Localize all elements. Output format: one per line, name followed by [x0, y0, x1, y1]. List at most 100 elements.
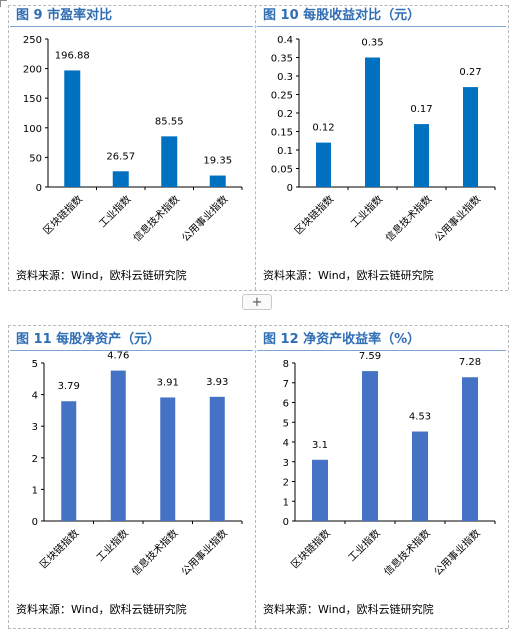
y-tick-label: 0.25: [271, 91, 293, 102]
x-tick-label: 公用事业指数: [432, 192, 484, 244]
x-tick-label: 工业指数: [96, 192, 133, 229]
bar: [412, 431, 428, 521]
table-border-middle: [8, 290, 508, 291]
bar: [414, 124, 429, 187]
y-tick-label: 0: [32, 517, 38, 528]
bar: [209, 175, 226, 187]
y-tick-label: 7: [283, 379, 289, 390]
x-tick-label: 工业指数: [348, 192, 385, 229]
chart-source: 资料来源：Wind，欧科云链研究院: [16, 603, 187, 616]
bar: [64, 70, 81, 187]
x-tick-label: 信息技术指数: [130, 192, 182, 244]
table-border-top: [8, 5, 508, 6]
pe-bar-chart: 0 50 100 150 200 250 196.88 区块链指数 26.57 工业指数 85.55…: [23, 35, 243, 244]
y-tick-label: 0.4: [277, 35, 293, 46]
y-tick-label: 5: [283, 418, 289, 429]
y-tick-label: 0.2: [277, 109, 293, 120]
bar: [161, 136, 178, 187]
y-tick-label: 0: [283, 517, 289, 528]
y-tick-label: 150: [23, 94, 42, 105]
x-tick-label: 工业指数: [93, 526, 130, 563]
y-tick-label: 2: [32, 454, 38, 465]
chart-panel-pe: 图 9 市盈率对比 0 50 100 150 200 250 196.88 区块链指数 26.5…: [10, 5, 253, 290]
y-tick-label: 0: [36, 183, 42, 194]
y-tick-label: 4: [32, 391, 38, 402]
bar: [312, 459, 328, 521]
data-label: 7.59: [359, 351, 381, 362]
table-border-right2: [508, 325, 509, 628]
x-tick-label: 信息技术指数: [129, 526, 181, 578]
chart-title: 图 11 每股净资产（元）: [10, 329, 253, 351]
y-tick-label: 0.05: [271, 165, 293, 176]
table-border-center: [255, 5, 256, 290]
y-tick-label: 3: [32, 422, 38, 433]
table-border-left: [8, 5, 9, 290]
data-label: 3.91: [157, 377, 179, 388]
bvps-bar-chart: 0 1 2 3 4 5 3.79 区块链指数 4.76 工业指数 3.91 信息技术指数 3.93 公用事…: [32, 351, 243, 578]
data-label: 3.79: [58, 381, 80, 392]
y-tick-label: 1: [32, 485, 38, 496]
y-tick-label: 0.3: [277, 72, 293, 83]
x-tick-label: 区块链指数: [292, 192, 337, 237]
y-tick-label: 4: [283, 438, 289, 449]
table-border-middle2: [8, 325, 508, 326]
y-tick-label: 2: [283, 478, 289, 489]
x-tick-label: 信息技术指数: [383, 192, 435, 244]
bar: [362, 371, 378, 521]
data-label: 0.12: [312, 123, 334, 134]
y-tick-label: 0.35: [271, 54, 293, 65]
x-tick-label: 区块链指数: [40, 192, 85, 237]
y-tick-label: 0.1: [277, 146, 293, 157]
bar: [110, 370, 126, 521]
x-tick-label: 区块链指数: [37, 526, 82, 571]
y-tick-label: 200: [23, 65, 42, 76]
add-row-button[interactable]: +: [242, 294, 272, 310]
y-tick-label: 8: [283, 359, 289, 370]
data-label: 0.17: [410, 104, 432, 115]
bar: [316, 142, 331, 187]
y-tick-label: 5: [32, 359, 38, 370]
y-tick-label: 100: [23, 124, 42, 135]
table-border-center2: [255, 325, 256, 628]
eps-bar-chart: 0 0.05 0.1 0.15 0.2 0.25 0.3 0.35 0.4 0.12 区块链指数 0.…: [271, 35, 496, 244]
chart-source: 资料来源：Wind，欧科云链研究院: [263, 269, 434, 282]
x-tick-label: 公用事业指数: [431, 526, 483, 578]
data-label: 4.53: [409, 412, 431, 423]
y-tick-label: 0.15: [271, 128, 293, 139]
x-tick-label: 信息技术指数: [381, 526, 433, 578]
table-border-bottom: [8, 628, 508, 629]
data-label: 7.28: [459, 357, 481, 368]
data-label: 196.88: [55, 50, 90, 61]
x-tick-label: 公用事业指数: [179, 192, 231, 244]
chart-source: 资料来源：Wind，欧科云链研究院: [263, 603, 434, 616]
bar: [160, 397, 176, 521]
table-border-right: [508, 5, 509, 290]
x-tick-label: 工业指数: [345, 526, 382, 563]
data-label: 85.55: [155, 116, 184, 127]
roe-bar-chart: 0 1 2 3 4 5 6 7 8 3.1 区块链指数 7.59 工业指数 4.53 信息技术指数 7.28 公…: [283, 351, 496, 578]
y-tick-label: 3: [283, 458, 289, 469]
y-tick-label: 50: [29, 153, 42, 164]
chart-title: 图 10 每股收益对比（元）: [257, 5, 506, 27]
data-label: 26.57: [106, 151, 135, 162]
bar: [61, 401, 77, 521]
chart-panel-bvps: 图 11 每股净资产（元） 0 1 2 3 4 5 3.79 区块链指数 4.76 工业指数 3.9…: [10, 329, 253, 627]
chart-panel-eps: 图 10 每股收益对比（元） 0 0.05 0.1 0.15 0.2 0.25 0.3 0.3…: [257, 5, 506, 290]
data-label: 0.35: [361, 38, 383, 49]
bar: [463, 87, 478, 187]
y-tick-label: 6: [283, 399, 289, 410]
x-tick-label: 公用事业指数: [178, 526, 230, 578]
bar: [209, 396, 225, 521]
data-label: 3.1: [312, 440, 328, 451]
y-tick-label: 1: [283, 497, 289, 508]
data-label: 3.93: [206, 377, 228, 388]
y-tick-label: 0: [287, 183, 293, 194]
chart-panel-roe: 图 12 净资产收益率（%） 0 1 2 3 4 5 6 7 8 3.1 区块链指数 7.59 工业指数…: [257, 329, 506, 627]
bar: [112, 171, 129, 187]
bar: [462, 377, 478, 521]
table-move-handle[interactable]: [0, 0, 7, 7]
bar: [365, 57, 380, 187]
chart-source: 资料来源：Wind，欧科云链研究院: [16, 269, 187, 282]
y-tick-label: 250: [23, 35, 42, 46]
